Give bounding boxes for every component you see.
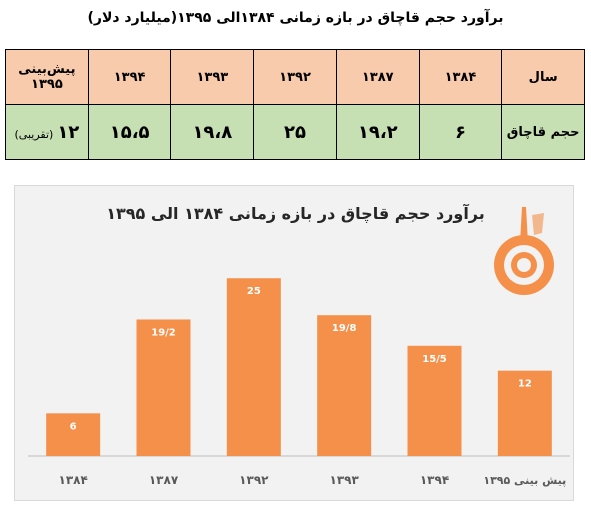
bar-value-label: 19/2 — [151, 327, 176, 338]
bar — [497, 370, 552, 456]
bar — [317, 315, 372, 456]
x-tick-label: ۱۳۹۲ — [239, 473, 269, 487]
table-value-cell: ۱۵،۵ — [87, 104, 172, 160]
table-value-cell: ۶ — [418, 104, 503, 160]
x-tick-label: پیش بینی ۱۳۹۵ — [483, 474, 566, 487]
table-values-row: حجم قاچاق ۶ ۱۹،۲ ۲۵ ۱۹،۸ ۱۵،۵ ۱۲(تقریبی) — [5, 104, 585, 160]
table-year-cell: ۱۳۹۳ — [170, 49, 255, 105]
bar — [46, 413, 101, 456]
bar-value-label: 15/5 — [422, 354, 447, 365]
table-value-cell: ۲۵ — [253, 104, 337, 160]
bar — [407, 345, 462, 456]
table-header-row: سال ۱۳۸۴ ۱۳۸۷ ۱۳۹۲ ۱۳۹۳ ۱۳۹۴ پیش‌بینی ۱۳… — [5, 49, 585, 105]
page-title: برآورد حجم قاچاق در بازه زمانی ۱۳۸۴الی ۱… — [87, 10, 504, 26]
bar — [136, 319, 191, 456]
bar-value-label: 19/8 — [332, 323, 357, 334]
chart-panel — [14, 185, 574, 501]
table-year-cell: ۱۳۸۴ — [418, 49, 503, 105]
chart-title: برآورد حجم قاچاق در بازه زمانی ۱۳۸۴ الی … — [106, 204, 485, 223]
table-year-cell: ۱۳۹۲ — [253, 49, 337, 105]
table-value-label: حجم قاچاق — [501, 104, 585, 160]
smuggling-volume-table: سال ۱۳۸۴ ۱۳۸۷ ۱۳۹۲ ۱۳۹۳ ۱۳۹۴ پیش‌بینی ۱۳… — [5, 49, 585, 160]
x-tick-label: ۱۳۸۴ — [59, 473, 88, 487]
x-tick-label: ۱۳۹۳ — [330, 473, 360, 487]
table-year-cell: ۱۳۹۴ — [87, 49, 172, 105]
institution-logo-icon — [494, 207, 554, 295]
table-header-label: سال — [501, 49, 585, 105]
x-tick-label: ۱۳۹۴ — [420, 473, 449, 487]
bar — [226, 278, 281, 456]
x-tick-label: ۱۳۸۷ — [149, 473, 179, 487]
bar-value-label: 6 — [70, 421, 77, 432]
table-value: ۱۲ — [57, 121, 80, 143]
estimate-note: (تقریبی) — [14, 127, 54, 141]
bar-value-label: 12 — [518, 379, 532, 390]
table-year-cell: پیش‌بینی ۱۳۹۵ — [5, 49, 89, 105]
table-value-cell: ۱۹،۸ — [170, 104, 255, 160]
bar-value-label: 25 — [247, 286, 261, 297]
table-value-cell: ۱۲(تقریبی) — [5, 104, 89, 160]
table-value-cell: ۱۹،۲ — [335, 104, 420, 160]
